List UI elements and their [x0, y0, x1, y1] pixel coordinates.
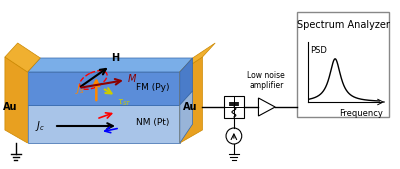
Polygon shape — [258, 98, 275, 116]
Text: $\tau_{ST}$: $\tau_{ST}$ — [117, 98, 132, 108]
Text: $J_c$: $J_c$ — [35, 119, 45, 133]
Text: FM (Py): FM (Py) — [136, 83, 169, 92]
Polygon shape — [180, 91, 193, 143]
Polygon shape — [180, 43, 215, 72]
Text: $\mathbf{H}$: $\mathbf{H}$ — [111, 51, 120, 63]
Polygon shape — [28, 58, 193, 72]
Text: Frequency: Frequency — [339, 109, 383, 118]
Circle shape — [226, 128, 242, 144]
Text: Low noise
amplifier: Low noise amplifier — [248, 71, 285, 90]
Polygon shape — [180, 58, 193, 105]
Text: $J_s$: $J_s$ — [75, 82, 84, 96]
Bar — [28, 72, 180, 105]
Text: Spectrum Analyzer: Spectrum Analyzer — [296, 20, 390, 30]
Text: Au: Au — [2, 102, 17, 112]
Text: Au: Au — [183, 102, 198, 112]
Bar — [297, 12, 389, 117]
Polygon shape — [5, 43, 40, 72]
Polygon shape — [180, 57, 202, 143]
Text: PSD: PSD — [310, 46, 328, 55]
Text: NM (Pt): NM (Pt) — [136, 117, 169, 127]
Bar — [224, 96, 244, 118]
Polygon shape — [5, 57, 28, 143]
Text: $M$: $M$ — [127, 72, 137, 84]
Bar — [28, 105, 180, 143]
